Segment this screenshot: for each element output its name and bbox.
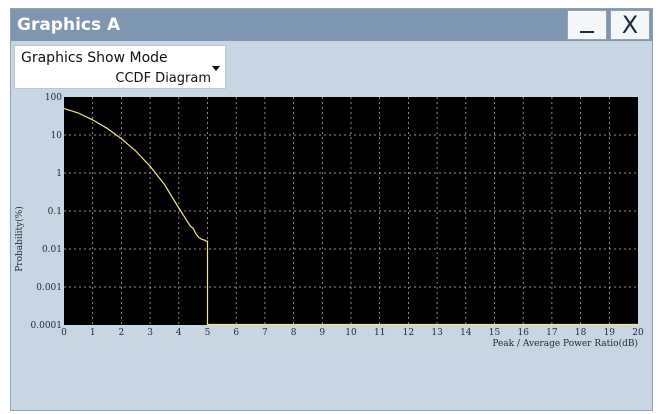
x-tick-label: 8 (291, 328, 297, 338)
x-tick-label: 3 (147, 328, 153, 338)
close-icon: X (621, 11, 639, 39)
x-tick-label: 11 (374, 328, 385, 338)
x-tick-label: 2 (119, 328, 125, 338)
mode-select-label: Graphics Show Mode (21, 50, 168, 66)
graphics-show-mode-select[interactable]: Graphics Show Mode CCDF Diagram (14, 45, 226, 89)
x-tick-label: 0 (61, 328, 67, 338)
x-tick-label: 13 (431, 328, 443, 338)
x-tick-label: 5 (205, 328, 211, 338)
ccdf-curve-line (63, 107, 209, 325)
close-button[interactable]: X (610, 10, 650, 40)
x-tick-label: 9 (319, 328, 325, 338)
x-tick-label: 19 (604, 328, 616, 338)
x-tick-label: 16 (517, 328, 529, 338)
x-tick-label: 1 (90, 328, 96, 338)
y-tick-label: 1 (56, 169, 62, 179)
y-tick-label: 0.0001 (31, 321, 63, 331)
y-tick-label: 0.1 (48, 207, 62, 217)
x-tick-label: 18 (575, 328, 587, 338)
title-bar: Graphics A X (11, 9, 652, 41)
x-axis-label: Peak / Average Power Ratio(dB) (492, 338, 638, 349)
x-tick-label: 4 (176, 328, 182, 338)
minimize-icon (580, 31, 594, 33)
x-tick-label: 20 (632, 328, 644, 338)
x-tick-label: 6 (233, 328, 239, 338)
x-tick-label: 12 (403, 328, 414, 338)
x-tick-label: 7 (262, 328, 268, 338)
y-tick-label: 100 (45, 93, 62, 103)
y-tick-label: 0.001 (36, 283, 62, 293)
window-title: Graphics A (17, 15, 121, 35)
x-tick-label: 17 (546, 328, 558, 338)
dropdown-caret-icon (212, 66, 220, 71)
x-tick-label: 14 (460, 328, 472, 338)
x-tick-label: 15 (489, 328, 501, 338)
y-tick-label: 0.01 (42, 245, 62, 255)
y-axis-label: Probability(%) (14, 206, 25, 272)
minimize-button[interactable] (567, 10, 607, 40)
x-tick-label: 10 (345, 328, 357, 338)
mode-select-value: CCDF Diagram (115, 71, 211, 86)
y-tick-label: 10 (51, 131, 63, 141)
